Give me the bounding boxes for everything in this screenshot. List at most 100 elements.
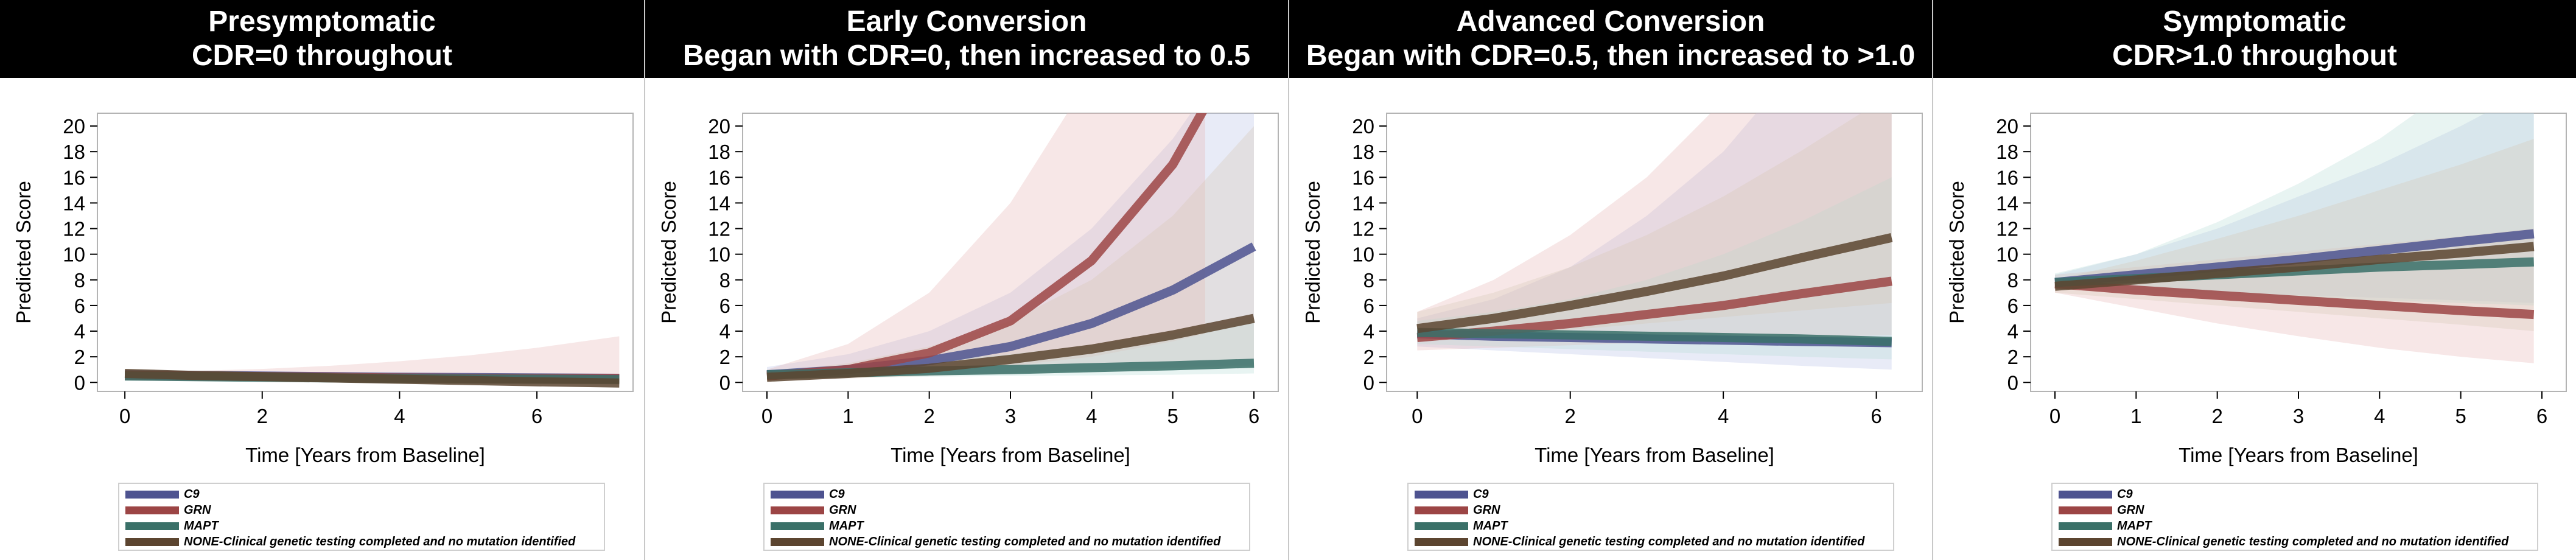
y-tick-label: 10 bbox=[708, 243, 730, 266]
plot-series-group bbox=[2054, 113, 2535, 363]
legend-item-c9: C9 bbox=[1415, 486, 1887, 502]
y-tick-label: 20 bbox=[1996, 115, 2018, 138]
y-tick-label: 12 bbox=[708, 218, 730, 240]
y-tick-label: 2 bbox=[74, 346, 85, 368]
x-axis-label: Time [Years from Baseline] bbox=[245, 444, 485, 466]
y-tick-label: 6 bbox=[74, 295, 85, 317]
legend-label: GRN bbox=[2117, 503, 2144, 517]
legend-item-none: NONE-Clinical genetic testing completed … bbox=[771, 534, 1243, 550]
panel-subtitle: Began with CDR=0.5, then increased to >1… bbox=[1306, 40, 1916, 72]
x-tick-label: 4 bbox=[394, 405, 405, 427]
y-tick-label: 2 bbox=[1363, 346, 1374, 368]
legend-swatch-mapt bbox=[2059, 522, 2112, 530]
legend-label: C9 bbox=[829, 487, 845, 501]
panel-early-conversion: Early Conversion Began with CDR=0, then … bbox=[644, 0, 1288, 560]
y-tick-label: 16 bbox=[708, 166, 730, 189]
legend-item-none: NONE-Clinical genetic testing completed … bbox=[125, 534, 598, 550]
legend-label: GRN bbox=[1473, 503, 1500, 517]
legend-swatch-c9 bbox=[771, 490, 824, 499]
legend-swatch-grn bbox=[125, 506, 179, 514]
legend-swatch-mapt bbox=[1415, 522, 1468, 530]
series-line-none-clinical-genetic-te bbox=[766, 313, 1255, 382]
legend-item-mapt: MAPT bbox=[1415, 518, 1887, 534]
y-tick-label: 10 bbox=[1352, 243, 1374, 266]
y-tick-label: 16 bbox=[1352, 166, 1374, 189]
legend-label: GRN bbox=[829, 503, 856, 517]
legend-item-grn: GRN bbox=[1415, 502, 1887, 518]
legend-item-grn: GRN bbox=[2059, 502, 2531, 518]
y-tick-label: 10 bbox=[63, 243, 85, 266]
plot-area: 0 2 4 6 8 10 12 14 16 18 20 0 2 4 6 Time [Years from Ba… bbox=[12, 113, 634, 466]
legend-swatch-c9 bbox=[1415, 490, 1468, 499]
y-tick-label: 20 bbox=[708, 115, 730, 138]
legend-label: GRN bbox=[184, 503, 211, 517]
panel-subtitle: Began with CDR=0, then increased to 0.5 bbox=[682, 40, 1251, 72]
panel-title: Advanced Conversion bbox=[1456, 5, 1765, 38]
series-line-none-clinical-genetic-te bbox=[2054, 242, 2535, 291]
legend-swatch-mapt bbox=[125, 522, 179, 530]
y-tick-label: 20 bbox=[63, 115, 85, 138]
series-line-mapt bbox=[1417, 327, 1892, 346]
x-tick-label: 2 bbox=[2211, 405, 2222, 427]
x-tick-label: 6 bbox=[2536, 405, 2547, 427]
y-tick-label: 16 bbox=[1996, 166, 2018, 189]
panel-header: Early Conversion Began with CDR=0, then … bbox=[645, 0, 1288, 78]
y-tick-label: 8 bbox=[719, 269, 730, 292]
x-tick-label: 0 bbox=[761, 405, 772, 427]
legend-label: NONE-Clinical genetic testing completed … bbox=[829, 534, 1221, 548]
panel-symptomatic: Symptomatic CDR>1.0 throughout 0 2 4 6 8 10 12… bbox=[1932, 0, 2576, 560]
legend: C9 GRN MAPT NONE-Clinical genetic testin… bbox=[1407, 483, 1894, 551]
x-tick-label: 1 bbox=[842, 405, 853, 427]
legend-swatch-grn bbox=[1415, 506, 1468, 514]
ci-band-grn bbox=[767, 113, 1205, 380]
y-tick-label: 2 bbox=[2007, 346, 2018, 368]
y-tick-label: 0 bbox=[74, 371, 85, 394]
legend-swatch-none bbox=[1415, 537, 1468, 546]
x-tick-label: 0 bbox=[2049, 405, 2060, 427]
panel-title: Presymptomatic bbox=[208, 5, 436, 38]
y-tick-label: 4 bbox=[719, 320, 730, 343]
x-tick-label: 4 bbox=[1718, 405, 1729, 427]
y-tick-label: 6 bbox=[1363, 295, 1374, 317]
y-tick-label: 8 bbox=[1363, 269, 1374, 292]
legend: C9 GRN MAPT NONE-Clinical genetic testin… bbox=[118, 483, 605, 551]
legend-label: MAPT bbox=[1473, 519, 1508, 533]
plot-series-group bbox=[1416, 113, 1893, 370]
x-tick-label: 0 bbox=[1412, 405, 1423, 427]
legend-item-mapt: MAPT bbox=[2059, 518, 2531, 534]
y-tick-label: 4 bbox=[2007, 320, 2018, 343]
x-tick-label: 6 bbox=[1871, 405, 1881, 427]
x-tick-label: 6 bbox=[1248, 405, 1259, 427]
ci-band-none-clinical-genetic-te bbox=[1417, 113, 1892, 341]
legend-label: MAPT bbox=[829, 519, 864, 533]
panel-header: Advanced Conversion Began with CDR=0.5, … bbox=[1289, 0, 1932, 78]
y-tick-label: 12 bbox=[63, 218, 85, 240]
y-tick-label: 4 bbox=[1363, 320, 1374, 343]
y-tick-label: 20 bbox=[1352, 115, 1374, 138]
legend-swatch-c9 bbox=[2059, 490, 2112, 499]
y-tick-label: 0 bbox=[1363, 371, 1374, 394]
legend-item-mapt: MAPT bbox=[125, 518, 598, 534]
x-tick-label: 2 bbox=[1565, 405, 1576, 427]
x-tick-label: 4 bbox=[2374, 405, 2385, 427]
y-tick-label: 6 bbox=[719, 295, 730, 317]
legend-item-c9: C9 bbox=[771, 486, 1243, 502]
y-tick-label: 10 bbox=[1996, 243, 2018, 266]
legend-label: NONE-Clinical genetic testing completed … bbox=[1473, 534, 1865, 548]
panel-header: Presymptomatic CDR=0 throughout bbox=[0, 0, 644, 78]
y-tick-label: 16 bbox=[63, 166, 85, 189]
x-tick-label: 2 bbox=[923, 405, 934, 427]
ci-band-grn bbox=[125, 336, 620, 383]
x-axis-label: Time [Years from Baseline] bbox=[1535, 444, 1774, 466]
legend: C9 GRN MAPT NONE-Clinical genetic testin… bbox=[2051, 483, 2538, 551]
y-tick-label: 14 bbox=[1996, 192, 2018, 214]
legend-swatch-grn bbox=[2059, 506, 2112, 514]
legend-swatch-grn bbox=[771, 506, 824, 514]
legend-swatch-none bbox=[2059, 537, 2112, 546]
legend: C9 GRN MAPT NONE-Clinical genetic testin… bbox=[763, 483, 1250, 551]
y-tick-label: 18 bbox=[63, 141, 85, 163]
y-tick-label: 0 bbox=[719, 371, 730, 394]
y-tick-label: 4 bbox=[74, 320, 85, 343]
